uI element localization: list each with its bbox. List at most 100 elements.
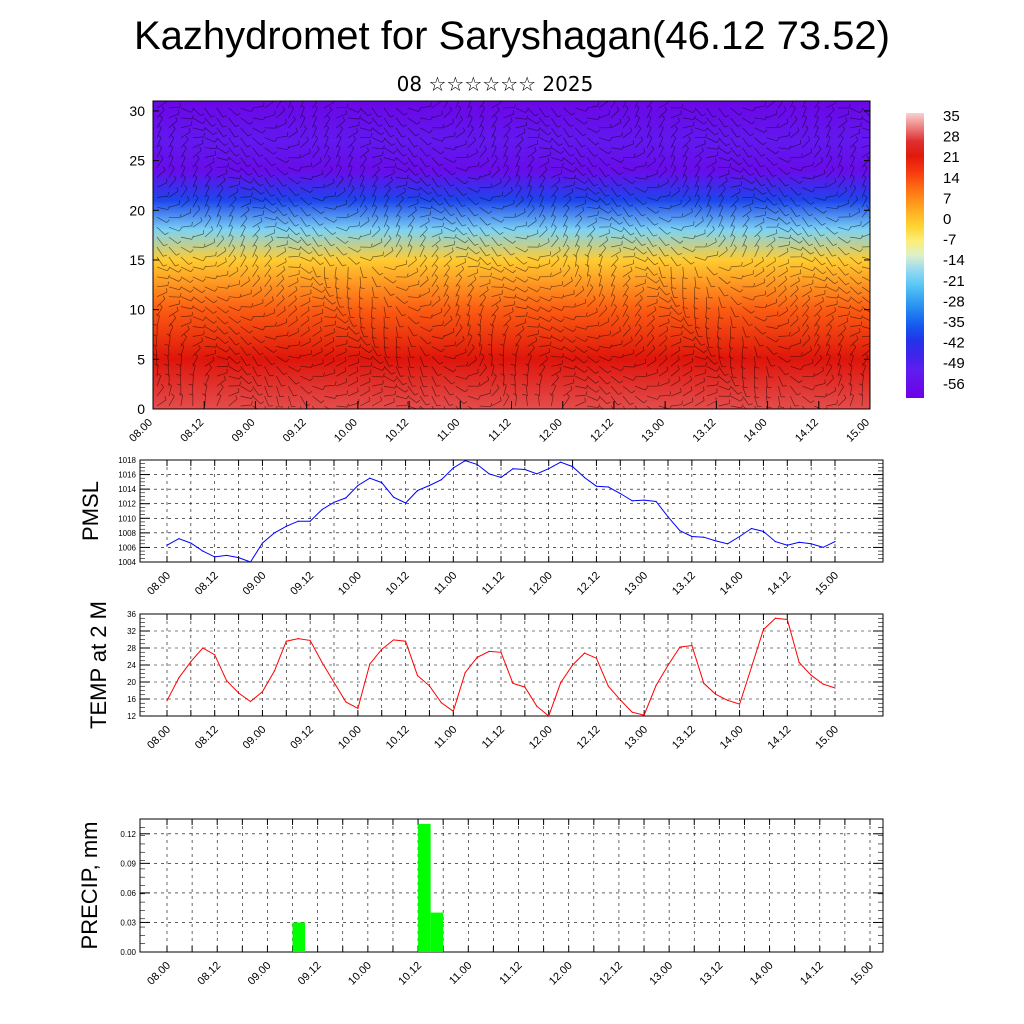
data-point [512, 682, 514, 684]
data-point [321, 661, 323, 664]
data-point [190, 661, 192, 663]
y-tick-label: 1016 [118, 471, 136, 480]
data-point [190, 542, 192, 544]
data-point [703, 682, 705, 684]
y-axis-label: PRECIP, mm [77, 822, 102, 950]
data-point [738, 703, 741, 705]
x-tick-label: 09.00 [241, 724, 269, 752]
x-tick-label: 10.00 [336, 570, 364, 598]
data-point [261, 691, 264, 693]
data-point [381, 481, 383, 484]
data-point [428, 484, 431, 487]
data-point [607, 486, 609, 488]
data-point [202, 647, 204, 649]
colorbar-label: -14 [943, 252, 965, 269]
data-point [571, 664, 574, 666]
x-tick-label: 08.12 [178, 417, 206, 445]
data-point [452, 710, 454, 712]
cross-section-panel: 0 5 10 15 20 25 30 08.00 08.12 09.00 09.12 10.00 10.… [127, 100, 872, 445]
y-axis-label: PMSL [78, 481, 103, 541]
x-tick-label: 09.00 [246, 960, 274, 988]
data-point [595, 657, 598, 659]
data-point [500, 651, 502, 653]
x-tick-label: 10.00 [346, 960, 374, 988]
data-point [727, 699, 729, 701]
y-tick-label: 5 [137, 351, 145, 367]
x-tick-label: 11.00 [435, 417, 462, 444]
x-tick-label: 11.12 [480, 570, 507, 597]
x-tick-label: 12.12 [575, 724, 603, 752]
y-tick-label: 0 [137, 401, 145, 417]
pmsl-panel: 1004 1006 1008 1010 1012 1014 1016 1018 08.00 08.… [78, 456, 884, 598]
data-point [619, 492, 621, 495]
y-tick-label: 1006 [118, 543, 136, 552]
data-point [560, 461, 562, 463]
colorbar-label: 7 [943, 190, 951, 207]
data-point [166, 544, 168, 546]
colorbar-label: 0 [943, 211, 951, 228]
colorbar-label: -49 [943, 355, 965, 372]
data-point [679, 530, 681, 532]
data-point [464, 460, 466, 462]
x-tick-label: 14.00 [718, 570, 746, 598]
y-tick-label: 25 [129, 153, 145, 169]
x-tick-label: 14.00 [718, 724, 746, 752]
data-point [667, 664, 669, 667]
data-point [309, 520, 311, 522]
x-tick-label: 11.00 [432, 724, 459, 751]
data-point [476, 656, 478, 658]
data-point [488, 473, 490, 475]
data-point [202, 550, 204, 552]
data-point [524, 686, 526, 688]
data-point [345, 701, 347, 703]
data-point [452, 467, 454, 469]
data-point [607, 685, 609, 687]
data-point [440, 479, 442, 481]
y-tick-label: 24 [127, 661, 136, 670]
x-tick-label: 14.00 [742, 417, 770, 445]
data-point [297, 638, 299, 640]
y-tick-label: 20 [127, 678, 136, 687]
data-point [297, 520, 299, 522]
data-point [738, 535, 741, 538]
data-point [774, 541, 776, 543]
data-point [500, 476, 502, 479]
data-point [727, 543, 729, 545]
data-point [237, 557, 240, 559]
data-point [798, 661, 800, 664]
y-tick-label: 0.00 [120, 948, 136, 957]
x-tick-label: 09.00 [241, 570, 269, 598]
data-point [798, 541, 800, 543]
x-tick-label: 15.00 [844, 417, 872, 445]
x-tick-label: 09.12 [288, 570, 316, 598]
temp-2m-panel: 12 16 20 24 28 32 36 08.00 08.12 09.00 09.12 10.00 1… [86, 601, 884, 752]
data-point [679, 646, 681, 648]
data-point [345, 497, 347, 499]
x-tick-label: 08.12 [195, 960, 223, 988]
precip-bar [292, 922, 306, 952]
x-tick-label: 13.12 [691, 417, 719, 445]
data-point [583, 652, 586, 654]
colorbar-label: 21 [943, 149, 960, 166]
x-tick-label: 13.00 [647, 960, 675, 988]
data-point [762, 530, 765, 533]
colorbar-label: -56 [943, 376, 965, 393]
x-tick-label: 10.00 [332, 417, 360, 445]
y-tick-label: 1018 [118, 456, 136, 465]
data-point [548, 468, 550, 470]
data-point [369, 663, 371, 665]
x-tick-label: 14.12 [793, 417, 821, 445]
data-point [249, 700, 252, 703]
x-tick-label: 14.00 [748, 960, 776, 988]
x-tick-label: 13.00 [622, 570, 650, 598]
data-point [786, 618, 788, 621]
y-tick-label: 30 [129, 103, 145, 119]
x-tick-label: 11.00 [432, 570, 459, 597]
data-point [786, 544, 788, 546]
data-point [643, 499, 645, 501]
data-point [416, 490, 419, 492]
data-point [404, 640, 407, 642]
x-tick-label: 13.12 [670, 570, 698, 598]
y-tick-label: 0.03 [120, 918, 136, 927]
data-point [703, 536, 705, 538]
